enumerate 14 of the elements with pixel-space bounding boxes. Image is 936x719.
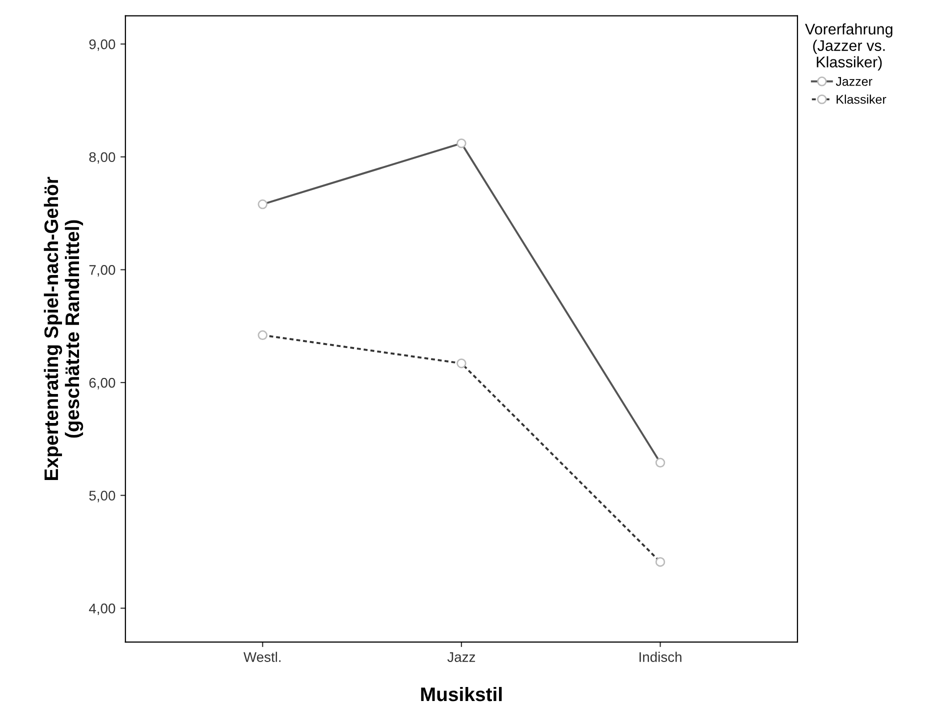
y-tick-label: 7,00: [89, 265, 116, 277]
y-axis-title: Expertenrating Spiel-nach-Gehör (geschätzte Randmittel): [44, 176, 84, 480]
legend-label: Klassiker: [836, 94, 886, 104]
y-tick-label: 8,00: [89, 152, 116, 164]
y-tick-label: 5,00: [89, 490, 116, 502]
x-tick-label: Jazz: [447, 652, 476, 662]
y-tick-label: 4,00: [88, 604, 116, 616]
x-tick-label: Westl.: [244, 652, 281, 662]
y-tick-label: 9,00: [89, 39, 116, 51]
legend-label: Jazzer: [836, 77, 872, 86]
x-axis-title: Musikstil: [421, 686, 502, 702]
y-tick-label: 6,00: [89, 378, 116, 390]
legend-title: Vorerfahrung (Jazzer vs. Klassiker): [805, 23, 892, 70]
x-tick-label: Indisch: [640, 652, 682, 662]
